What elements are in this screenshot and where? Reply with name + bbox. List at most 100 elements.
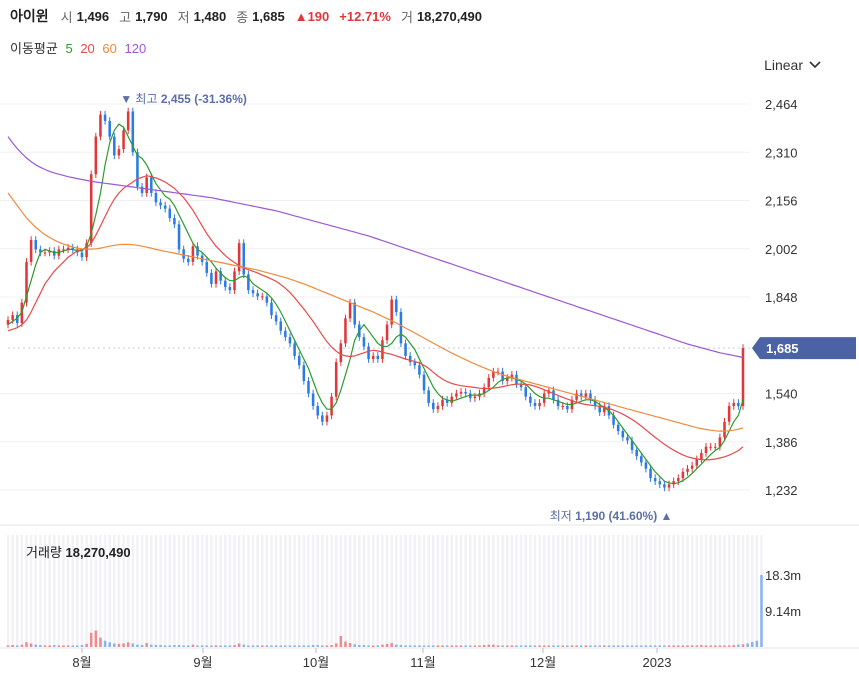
volume-bar bbox=[25, 642, 28, 647]
moving-average-legend[interactable]: 이동평균 5 20 60 120 bbox=[10, 38, 150, 57]
candle-body bbox=[616, 424, 620, 432]
volume-bar bbox=[727, 645, 731, 647]
volume-bg-column bbox=[293, 535, 296, 647]
volume-bg-column bbox=[621, 535, 625, 647]
volume-bg-column bbox=[381, 535, 384, 647]
volume-bg-column bbox=[200, 535, 204, 647]
volume-bar bbox=[704, 645, 708, 647]
volume-bar bbox=[445, 645, 449, 647]
candle-body bbox=[334, 362, 338, 397]
volume-bar bbox=[85, 643, 88, 647]
volume-bg-column bbox=[598, 535, 601, 647]
volume-bg-column bbox=[529, 535, 532, 647]
volume-bar bbox=[399, 645, 403, 647]
volume-bg-column bbox=[450, 535, 454, 647]
volume-bar bbox=[200, 645, 204, 647]
volume-bar bbox=[700, 645, 703, 647]
volume-bg-column bbox=[362, 535, 366, 647]
volume-bar bbox=[482, 645, 486, 647]
volume-bar bbox=[260, 645, 264, 647]
volume-bar bbox=[237, 643, 241, 647]
volume-bars-group bbox=[6, 535, 763, 647]
volume-bg-column bbox=[667, 535, 671, 647]
candle-body bbox=[293, 343, 296, 356]
up-triangle-icon: ▲ bbox=[294, 8, 308, 24]
volume-bg-column bbox=[566, 535, 569, 647]
volume-bar bbox=[630, 645, 634, 647]
volume-bar bbox=[681, 645, 685, 647]
volume-bar bbox=[168, 645, 172, 647]
volume-bg-column bbox=[510, 535, 514, 647]
volume-bg-column bbox=[117, 535, 121, 647]
volume-bg-column bbox=[371, 535, 375, 647]
volume-bg-column bbox=[482, 535, 486, 647]
candle-body bbox=[182, 249, 185, 259]
ma-5-label[interactable]: 5 bbox=[65, 41, 73, 56]
volume-bar bbox=[515, 645, 518, 647]
candle-body bbox=[709, 446, 712, 448]
volume-bar bbox=[496, 645, 500, 647]
volume-bar bbox=[214, 645, 218, 647]
volume-bg-column bbox=[644, 535, 648, 647]
volume-bar bbox=[39, 645, 42, 647]
volume-bg-column bbox=[459, 535, 463, 647]
volume-bg-column bbox=[159, 535, 162, 647]
volume-bar bbox=[570, 645, 574, 647]
candle-body bbox=[265, 296, 269, 303]
ma-60-label[interactable]: 60 bbox=[102, 41, 117, 56]
scale-selector[interactable]: Linear bbox=[764, 57, 821, 73]
y-tick-label: 2,464 bbox=[765, 97, 798, 112]
volume-bar bbox=[672, 645, 675, 647]
volume-bar bbox=[686, 645, 689, 647]
volume-bar bbox=[390, 643, 393, 647]
volume-bg-column bbox=[321, 535, 324, 647]
volume-bar bbox=[533, 645, 537, 647]
volume-bar bbox=[187, 645, 190, 647]
volume-bg-column bbox=[182, 535, 185, 647]
candle-body bbox=[524, 387, 528, 397]
volume-bar bbox=[307, 645, 310, 647]
volume-bg-column bbox=[408, 535, 412, 647]
volume-bg-column bbox=[640, 535, 643, 647]
volume-bg-column bbox=[233, 535, 236, 647]
volume-bar bbox=[311, 645, 315, 647]
volume-bar bbox=[635, 645, 638, 647]
candle-body bbox=[538, 402, 541, 407]
volume-bg-column bbox=[210, 535, 213, 647]
volume-bg-column bbox=[746, 535, 749, 647]
volume-bg-column bbox=[136, 535, 139, 647]
candle-body bbox=[270, 302, 273, 316]
candle-body bbox=[519, 384, 523, 388]
y-tick-label: 1,848 bbox=[765, 290, 798, 305]
candle-body bbox=[621, 431, 625, 438]
volume-bg-column bbox=[496, 535, 500, 647]
ma-20-label[interactable]: 20 bbox=[80, 41, 95, 56]
candle-body bbox=[376, 355, 380, 360]
candle-body bbox=[649, 468, 652, 479]
volume-bg-column bbox=[256, 535, 259, 647]
volume-bar bbox=[251, 645, 255, 647]
volume-bar bbox=[556, 645, 560, 647]
volume-bg-column bbox=[732, 535, 736, 647]
candle-body bbox=[510, 374, 514, 378]
candle-body bbox=[362, 337, 366, 347]
volume-bar bbox=[644, 645, 648, 647]
stock-header: 아이윈 시 1,496 고 1,790 저 1,480 종 1,685 ▲190… bbox=[10, 5, 492, 27]
candle-body bbox=[589, 393, 592, 400]
volume-bg-column bbox=[80, 535, 84, 647]
candle-body bbox=[117, 149, 121, 156]
ma-120-label[interactable]: 120 bbox=[124, 41, 147, 56]
volume-bar bbox=[89, 632, 93, 647]
volume-bar bbox=[11, 645, 14, 647]
volume-bar bbox=[519, 645, 523, 647]
volume-bar bbox=[547, 645, 551, 647]
volume-bar bbox=[43, 645, 47, 647]
volume-bar bbox=[150, 644, 153, 647]
candle-body bbox=[302, 365, 306, 381]
volume-bar bbox=[293, 645, 296, 647]
candle-body bbox=[39, 249, 42, 253]
candle-body bbox=[316, 406, 319, 416]
candle-body bbox=[381, 340, 384, 360]
candle-body bbox=[640, 456, 643, 463]
